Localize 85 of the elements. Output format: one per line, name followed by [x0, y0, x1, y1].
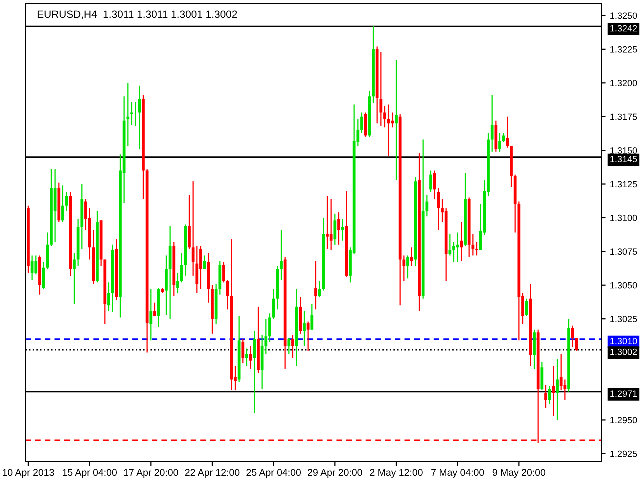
candlestick — [150, 288, 153, 342]
candlestick — [410, 247, 414, 268]
candlestick — [314, 260, 318, 310]
candlestick — [571, 325, 574, 348]
x-tick-label: 7 May 04:00 — [432, 469, 484, 478]
candlestick — [391, 112, 394, 128]
y-tick-label: 1.3125 — [610, 181, 638, 188]
candlestick — [326, 196, 329, 250]
x-tick-label: 25 Apr 04:00 — [246, 469, 302, 478]
candlestick — [498, 132, 502, 152]
candlestick — [540, 362, 544, 392]
candlestick — [452, 242, 456, 264]
candlestick — [395, 60, 398, 181]
candlestick — [544, 384, 548, 409]
candlestick — [476, 242, 478, 256]
candlestick — [222, 262, 226, 284]
ref-line-label: 1.3002 — [610, 348, 638, 356]
y-tick-label: 1.3075 — [610, 248, 638, 256]
candlestick — [387, 104, 390, 157]
candlestick — [280, 230, 283, 281]
candlestick — [138, 85, 142, 150]
candlestick — [334, 213, 337, 246]
y-tick-label: 1.3250 — [610, 12, 638, 20]
ref-line-label: 1.3145 — [610, 156, 638, 162]
x-tick-label: 29 Apr 20:00 — [308, 469, 362, 478]
candlestick — [330, 198, 333, 251]
candlestick — [502, 132, 506, 144]
candlestick — [253, 330, 256, 414]
candlestick — [456, 232, 460, 264]
candlestick — [188, 194, 191, 250]
y-tick-label: 1.2950 — [610, 417, 638, 424]
candlestick — [406, 255, 410, 280]
y-tick-label: 1.3200 — [610, 80, 638, 87]
x-tick-label: 15 Apr 04:00 — [62, 469, 118, 478]
candlestick — [242, 338, 245, 364]
ref-line-label: 1.3242 — [610, 25, 638, 32]
candlestick — [525, 298, 528, 317]
y-tick-label: 1.2925 — [610, 450, 638, 458]
candlestick — [154, 302, 156, 317]
candlestick — [203, 255, 206, 270]
candlestick — [506, 116, 510, 148]
candlestick — [168, 226, 172, 320]
y-tick-label: 1.3175 — [610, 114, 638, 120]
y-tick-label: 1.3150 — [610, 148, 638, 154]
candlestick — [268, 313, 272, 343]
x-tick-label: 2 May 12:00 — [370, 469, 423, 478]
candlestick — [200, 246, 202, 290]
y-tick-label: 1.3025 — [610, 316, 638, 322]
candlestick — [108, 282, 110, 312]
x-tick-label: 10 Apr 2013 — [3, 469, 54, 478]
candlestick — [430, 170, 432, 193]
candlestick — [338, 212, 340, 246]
candlestick — [548, 386, 552, 405]
candlestick — [292, 334, 294, 359]
candlestick — [364, 112, 368, 138]
candlestick — [165, 255, 168, 316]
candlestick — [448, 234, 452, 256]
candlestick — [303, 310, 306, 347]
ref-line-label: 1.2971 — [610, 390, 638, 398]
candlestick — [73, 252, 76, 305]
candlestick — [341, 218, 344, 242]
candlestick — [306, 321, 310, 352]
candlestick — [533, 329, 536, 370]
candlestick — [460, 221, 464, 262]
candlestick — [246, 348, 248, 367]
x-tick-label: 22 Apr 12:00 — [185, 469, 240, 478]
candlestick — [62, 185, 64, 223]
candlestick — [490, 94, 494, 152]
candlestick — [176, 272, 180, 294]
candlestick — [249, 345, 252, 370]
candlestick — [310, 304, 314, 330]
x-tick-label: 9 May 20:00 — [492, 469, 546, 478]
candlestick — [384, 106, 386, 128]
y-tick-label: 1.3050 — [610, 282, 638, 289]
ref-line-label: 1.3010 — [610, 338, 638, 345]
y-tick-label: 1.3100 — [610, 214, 638, 222]
y-tick-label: 1.3225 — [610, 46, 638, 53]
candlestick — [556, 358, 559, 421]
candlestick — [552, 366, 556, 417]
candlestick — [34, 255, 38, 276]
candlestick — [360, 112, 364, 134]
text: EURUSD,H4 1.3011 1.3011 1.3001 1.3002 — [38, 10, 238, 20]
candlestick — [134, 101, 138, 127]
x-tick-label: 17 Apr 20:00 — [124, 469, 178, 478]
candlestick — [288, 337, 291, 355]
